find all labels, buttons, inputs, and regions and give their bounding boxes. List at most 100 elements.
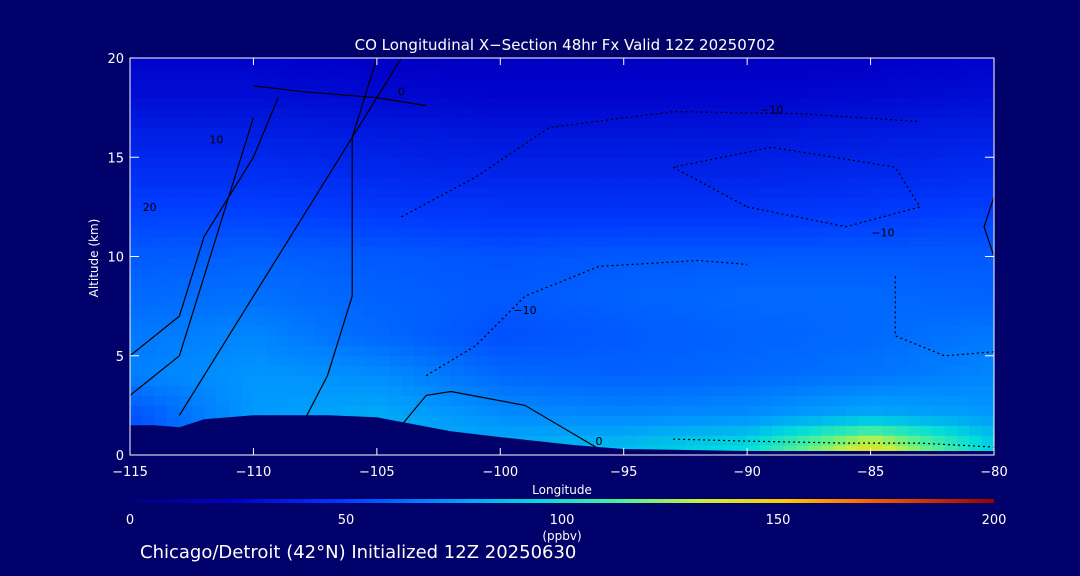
heatmap-cell — [302, 335, 316, 347]
heatmap-cell — [919, 206, 933, 218]
heatmap-cell — [500, 147, 514, 158]
heatmap-cell — [278, 266, 292, 277]
heatmap-cell — [734, 157, 748, 168]
heatmap-cell — [216, 77, 230, 89]
heatmap-cell — [796, 296, 810, 307]
heatmap-cell — [339, 246, 353, 258]
heatmap-cell — [537, 345, 551, 357]
heatmap-cell — [845, 345, 859, 357]
heatmap-cell — [265, 405, 279, 416]
heatmap-cell — [278, 246, 292, 258]
heatmap-cell — [845, 117, 859, 129]
heatmap-cell — [487, 425, 501, 436]
heatmap-cell — [574, 236, 588, 248]
heatmap-cell — [858, 226, 872, 238]
heatmap-cell — [339, 316, 353, 327]
heatmap-cell — [167, 236, 180, 248]
heatmap-cell — [512, 157, 526, 168]
heatmap-cell — [944, 395, 958, 406]
heatmap-cell — [191, 117, 205, 129]
heatmap-cell — [808, 67, 822, 79]
heatmap-cell — [710, 167, 724, 178]
heatmap-cell — [919, 246, 933, 258]
heatmap-cell — [524, 97, 538, 109]
heatmap-cell — [216, 107, 230, 119]
heatmap-cell — [241, 58, 255, 69]
heatmap-cell — [623, 77, 637, 89]
heatmap-cell — [845, 226, 859, 238]
heatmap-cell — [981, 385, 994, 397]
heatmap-cell — [759, 355, 773, 367]
heatmap-cell — [685, 147, 699, 158]
heatmap-cell — [981, 127, 994, 138]
heatmap-cell — [611, 375, 625, 387]
heatmap-cell — [265, 177, 279, 188]
heatmap-cell — [204, 137, 217, 148]
heatmap-cell — [821, 226, 835, 238]
heatmap-cell — [870, 216, 884, 228]
heatmap-cell — [191, 266, 205, 277]
heatmap-cell — [500, 375, 514, 387]
heatmap-cell — [339, 345, 353, 357]
heatmap-cell — [919, 167, 933, 178]
heatmap-cell — [747, 385, 761, 397]
heatmap-cell — [870, 435, 884, 446]
heatmap-cell — [833, 306, 847, 317]
heatmap-cell — [339, 306, 353, 317]
heatmap-cell — [969, 266, 983, 277]
heatmap-cell — [685, 246, 699, 258]
heatmap-cell — [697, 425, 711, 436]
heatmap-cell — [722, 77, 736, 89]
heatmap-cell — [475, 137, 489, 148]
heatmap-cell — [487, 107, 501, 119]
heatmap-cell — [611, 67, 625, 79]
heatmap-cell — [710, 325, 724, 337]
heatmap-cell — [722, 415, 736, 426]
heatmap-cell — [562, 246, 575, 258]
heatmap-cell — [845, 137, 859, 148]
heatmap-cell — [771, 87, 785, 99]
heatmap-cell — [599, 137, 612, 148]
heatmap-cell — [759, 67, 773, 79]
heatmap-cell — [870, 276, 884, 287]
heatmap-cell — [253, 67, 267, 79]
heatmap-cell — [142, 355, 156, 367]
heatmap-cell — [845, 405, 859, 416]
heatmap-cell — [562, 97, 575, 109]
heatmap-cell — [833, 177, 847, 188]
heatmap-cell — [574, 226, 588, 238]
heatmap-cell — [475, 266, 489, 277]
heatmap-cell — [413, 167, 427, 178]
heatmap-cell — [673, 325, 687, 337]
heatmap-cell — [858, 276, 872, 287]
heatmap-cell — [623, 97, 637, 109]
heatmap-cell — [821, 355, 835, 367]
heatmap-cell — [278, 187, 292, 198]
heatmap-cell — [722, 67, 736, 79]
heatmap-cell — [450, 157, 464, 168]
heatmap-cell — [870, 325, 884, 337]
heatmap-cell — [648, 147, 662, 158]
heatmap-cell — [981, 425, 994, 436]
heatmap-cell — [352, 395, 366, 406]
heatmap-cell — [833, 355, 847, 367]
heatmap-cell — [660, 345, 674, 357]
heatmap-cell — [932, 147, 946, 158]
heatmap-cell — [722, 296, 736, 307]
heatmap-cell — [623, 355, 637, 367]
heatmap-cell — [845, 157, 859, 168]
heatmap-cell — [241, 395, 255, 406]
heatmap-cell — [327, 276, 341, 287]
heatmap-cell — [821, 375, 835, 387]
heatmap-cell — [154, 147, 168, 158]
heatmap-cell — [685, 325, 699, 337]
heatmap-cell — [130, 316, 143, 327]
heatmap-cell — [487, 58, 501, 69]
heatmap-cell — [241, 266, 255, 277]
heatmap-cell — [932, 435, 946, 446]
heatmap-cell — [660, 296, 674, 307]
heatmap-cell — [710, 87, 724, 99]
heatmap-cell — [401, 286, 415, 297]
contour-label: −10 — [760, 104, 783, 117]
heatmap-cell — [204, 147, 217, 158]
